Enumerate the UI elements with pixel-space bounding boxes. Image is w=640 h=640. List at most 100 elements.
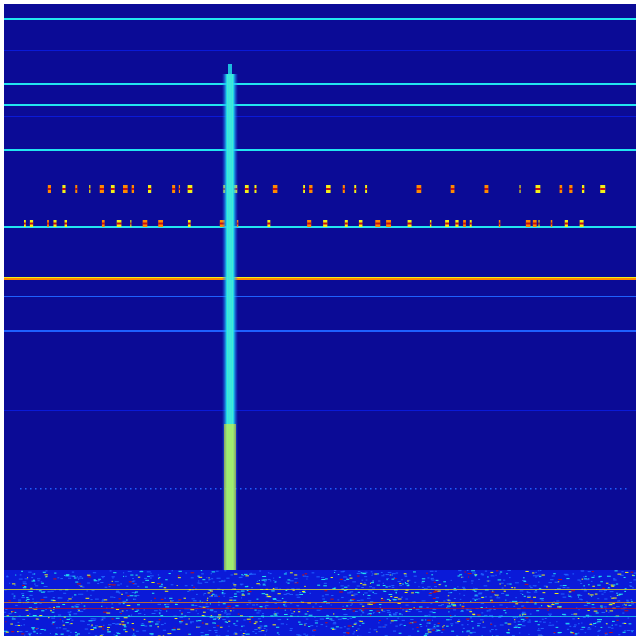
- noise-speck: [507, 623, 512, 625]
- noise-speck: [429, 592, 432, 594]
- noise-speck: [278, 576, 281, 578]
- noise-speck: [514, 587, 516, 589]
- noise-speck: [284, 603, 286, 605]
- noise-speck: [72, 575, 76, 577]
- noise-speck: [29, 594, 33, 596]
- noise-speck: [195, 610, 197, 612]
- noise-speck: [234, 632, 237, 634]
- noise-speck: [417, 592, 420, 594]
- noise-speck: [393, 614, 397, 616]
- noise-speck: [624, 588, 627, 590]
- noise-speck: [604, 633, 608, 635]
- noise-speck: [39, 615, 43, 617]
- noise-speck: [32, 573, 35, 575]
- noise-speck: [471, 572, 476, 574]
- noise-speck: [197, 575, 200, 577]
- noise-speck: [524, 583, 529, 585]
- noise-speck: [355, 630, 358, 632]
- noise-speck: [425, 615, 429, 617]
- noise-speck: [418, 611, 423, 613]
- burst-core: [579, 222, 584, 225]
- noise-speck: [557, 581, 560, 583]
- noise-speck: [28, 607, 33, 609]
- noise-speck: [450, 623, 454, 625]
- noise-speck: [481, 573, 483, 575]
- noise-speck: [206, 599, 208, 601]
- noise-speck: [443, 600, 446, 602]
- burst-core: [244, 188, 249, 190]
- noise-speck: [426, 630, 429, 632]
- noise-speck: [523, 577, 525, 579]
- noise-speck: [404, 574, 406, 576]
- burst-core: [29, 222, 34, 225]
- noise-speck: [530, 587, 533, 589]
- noise-speck: [514, 582, 519, 584]
- noise-speck: [246, 633, 250, 635]
- noise-speck: [261, 593, 266, 595]
- noise-speck: [158, 609, 161, 611]
- noise-speck: [149, 575, 154, 577]
- noise-speck: [32, 630, 36, 632]
- noise-speck: [25, 609, 29, 611]
- noise-speck: [583, 576, 585, 578]
- noise-speck: [545, 586, 548, 588]
- noise-speck: [130, 581, 135, 583]
- noise-speck: [263, 581, 267, 583]
- noise-speck: [201, 573, 204, 575]
- noise-speck: [432, 597, 436, 599]
- noise-speck: [591, 604, 595, 606]
- burst-core: [187, 188, 193, 190]
- burst-core: [303, 188, 306, 190]
- noise-speck: [325, 622, 328, 624]
- noise-speck: [212, 581, 215, 583]
- noise-speck: [570, 596, 573, 598]
- noise-speck: [352, 581, 356, 583]
- noise-speck: [190, 577, 194, 579]
- noise-speck: [151, 592, 155, 594]
- noise-speck: [62, 621, 64, 623]
- noise-speck: [297, 634, 302, 636]
- dotted-line-point: [580, 488, 582, 490]
- noise-speck: [181, 616, 184, 618]
- noise-speck: [63, 592, 67, 594]
- horizontal-tone-line: [4, 410, 636, 411]
- noise-speck: [412, 571, 416, 573]
- noise-speck: [121, 610, 124, 612]
- noise-speck: [218, 617, 221, 619]
- noise-speck: [164, 590, 169, 592]
- noise-speck: [502, 579, 506, 581]
- dotted-line-point: [625, 488, 627, 490]
- noise-speck: [234, 593, 237, 595]
- noise-speck: [22, 587, 27, 589]
- noise-speck: [314, 616, 316, 618]
- noise-speck: [568, 595, 572, 597]
- noise-speck: [624, 590, 627, 592]
- dotted-line-point: [135, 488, 137, 490]
- noise-speck: [233, 633, 235, 635]
- noise-speck: [58, 627, 62, 629]
- noise-speck: [294, 574, 298, 576]
- noise-speck: [265, 631, 267, 633]
- noise-speck: [530, 600, 534, 602]
- noise-speck: [134, 592, 136, 594]
- noise-speck: [52, 621, 56, 623]
- noise-speck: [431, 574, 434, 576]
- noise-speck: [369, 582, 371, 584]
- noise-speck: [378, 626, 382, 628]
- noise-speck: [430, 577, 434, 579]
- dotted-line-point: [315, 488, 317, 490]
- noise-speck: [614, 570, 618, 572]
- noise-speck: [548, 582, 552, 584]
- noise-speck: [624, 604, 628, 606]
- noise-speck: [75, 634, 78, 636]
- noise-speck: [331, 595, 334, 597]
- burst-core: [344, 222, 348, 225]
- dotted-line-point: [290, 488, 292, 490]
- noise-speck: [358, 620, 361, 622]
- noise-speck: [277, 593, 281, 595]
- noise-speck: [537, 624, 540, 626]
- noise-speck: [137, 576, 141, 578]
- noise-speck: [587, 616, 589, 618]
- noise-speck: [164, 622, 167, 624]
- noise-speck: [343, 613, 346, 615]
